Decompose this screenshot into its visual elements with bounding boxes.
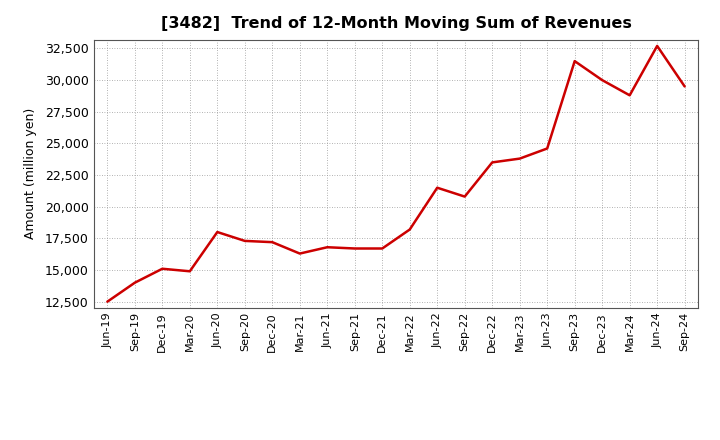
Title: [3482]  Trend of 12-Month Moving Sum of Revenues: [3482] Trend of 12-Month Moving Sum of R… (161, 16, 631, 32)
Y-axis label: Amount (million yen): Amount (million yen) (24, 108, 37, 239)
